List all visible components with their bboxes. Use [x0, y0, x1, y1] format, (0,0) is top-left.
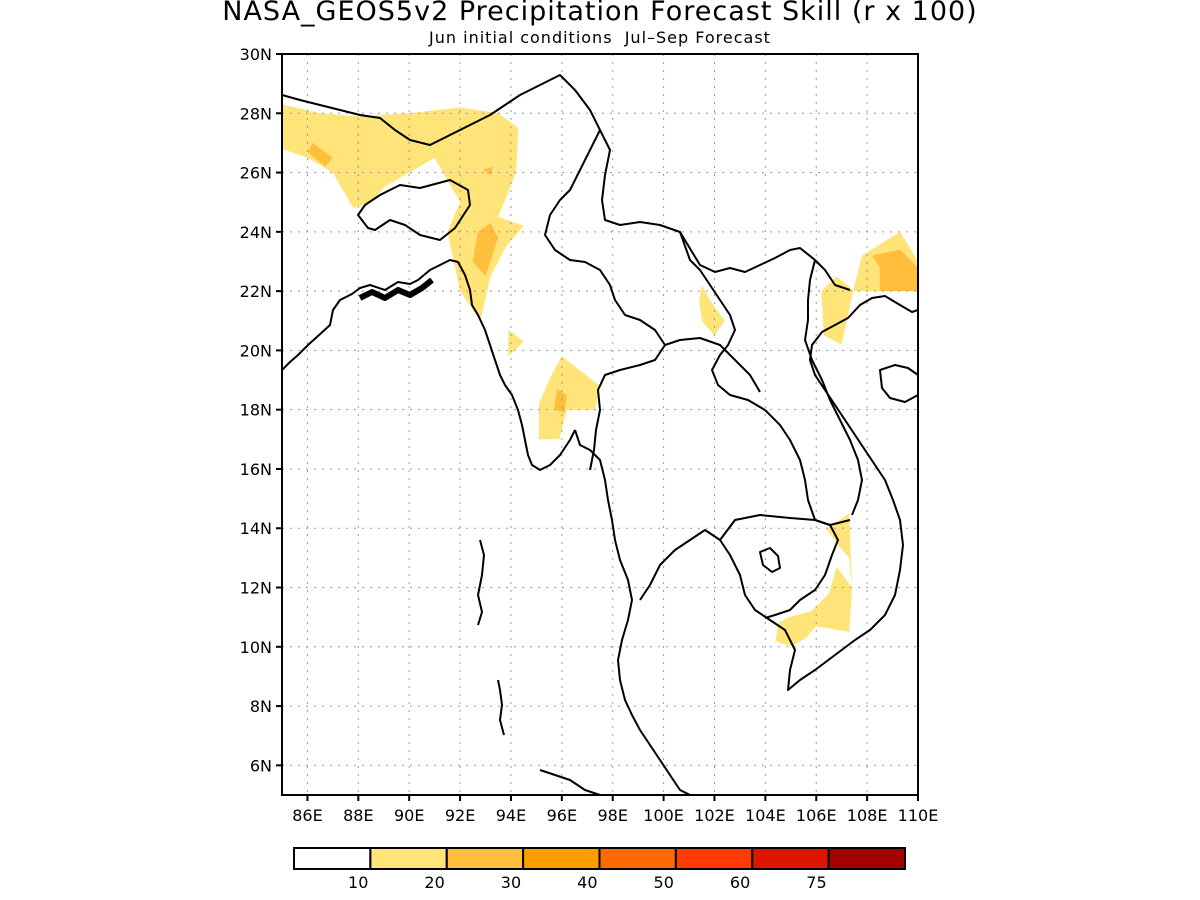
skill-region-20-7 — [483, 166, 494, 176]
x-tick-label: 100E — [643, 806, 684, 825]
colorbar-swatch — [445, 847, 525, 870]
colorbar-label: 50 — [654, 873, 674, 892]
border-nepal-bhutan — [282, 74, 576, 146]
colorbar-swatch — [751, 847, 830, 870]
y-tick-label: 28N — [240, 104, 272, 123]
x-tick-label: 92E — [445, 806, 475, 825]
island-hainan — [879, 364, 918, 403]
y-tick-label: 6N — [250, 756, 272, 775]
colorbar-swatch — [522, 847, 601, 870]
skill-regions — [282, 104, 918, 647]
island-nicobar — [497, 679, 505, 736]
skill-region-10-3 — [699, 285, 725, 336]
coastline-bengal — [282, 259, 576, 471]
y-tick-label: 12N — [240, 579, 272, 598]
border-vietnam-laos — [804, 259, 863, 516]
skill-region-20-8 — [472, 222, 499, 277]
colorbar: 10 20 30 40 50 60 75 — [293, 847, 906, 892]
coastline-peninsula — [574, 429, 691, 795]
skill-region-20-6 — [307, 142, 333, 167]
colorbar-swatch — [827, 847, 906, 870]
delta-ganges — [358, 277, 434, 301]
skill-region-20-9 — [554, 388, 567, 413]
y-tick-label: 10N — [240, 638, 272, 657]
coastlines — [282, 74, 918, 795]
skill-region-10-1 — [508, 329, 524, 357]
border-thailand-laos — [664, 337, 761, 393]
y-tick-label: 22N — [240, 282, 272, 301]
x-tick-label: 98E — [597, 806, 627, 825]
border-china-south — [599, 129, 851, 291]
y-tick-label: 14N — [240, 519, 272, 538]
border-india-bangladesh — [357, 179, 471, 241]
skill-region-10-2 — [538, 356, 600, 440]
colorbar-label: 40 — [577, 873, 597, 892]
x-tick-label: 96E — [547, 806, 577, 825]
lake-tonle-sap — [759, 547, 781, 573]
colorbar-swatch — [293, 847, 372, 870]
x-tick-label: 110E — [898, 806, 939, 825]
y-tick-label: 26N — [240, 164, 272, 183]
colorbar-label: 75 — [806, 873, 826, 892]
coastline-gulf — [639, 295, 918, 691]
x-tick-label: 86E — [292, 806, 322, 825]
skill-region-10-5 — [775, 513, 852, 647]
y-tick-label: 20N — [240, 341, 272, 360]
y-tick-label: 30N — [240, 45, 272, 64]
colorbar-label: 20 — [424, 873, 444, 892]
x-tick-label: 90E — [394, 806, 424, 825]
gridlines — [282, 54, 918, 795]
x-tick-label: 106E — [796, 806, 837, 825]
x-tick-label: 88E — [343, 806, 373, 825]
x-axis-ticks: 86E 88E 90E 92E 94E 96E 98E 100E 102E 104E 106E 108… — [292, 795, 938, 825]
colorbar-label: 30 — [501, 873, 521, 892]
y-tick-label: 8N — [250, 697, 272, 716]
x-tick-label: 108E — [847, 806, 888, 825]
colorbar-swatch — [674, 847, 754, 870]
colorbar-label: 10 — [348, 873, 368, 892]
y-tick-label: 18N — [240, 401, 272, 420]
chart-title: NASA_GEOS5v2 Precipitation Forecast Skil… — [222, 0, 978, 27]
island-andaman — [477, 539, 485, 626]
colorbar-swatch — [369, 847, 448, 870]
plot-frame — [281, 53, 919, 796]
colorbar-swatch — [598, 847, 677, 870]
y-axis-ticks: 6N 8N 10N 12N 14N 16N 18N 20N 22N 24N 26N 28N 30N — [240, 45, 282, 775]
border-laos — [679, 231, 851, 526]
colorbar-label: 60 — [730, 873, 750, 892]
skill-region-10-0 — [282, 104, 524, 321]
chart-subtitle: Jun initial conditions Jul–Sep Forecast — [429, 28, 771, 47]
border-cambodia — [719, 514, 839, 619]
x-tick-label: 102E — [694, 806, 735, 825]
x-tick-label: 104E — [745, 806, 786, 825]
coastline-sumatra — [539, 769, 601, 795]
border-myanmar — [544, 89, 666, 471]
y-tick-label: 16N — [240, 460, 272, 479]
x-tick-label: 94E — [496, 806, 526, 825]
skill-region-20-10 — [872, 249, 918, 292]
y-tick-label: 24N — [240, 223, 272, 242]
